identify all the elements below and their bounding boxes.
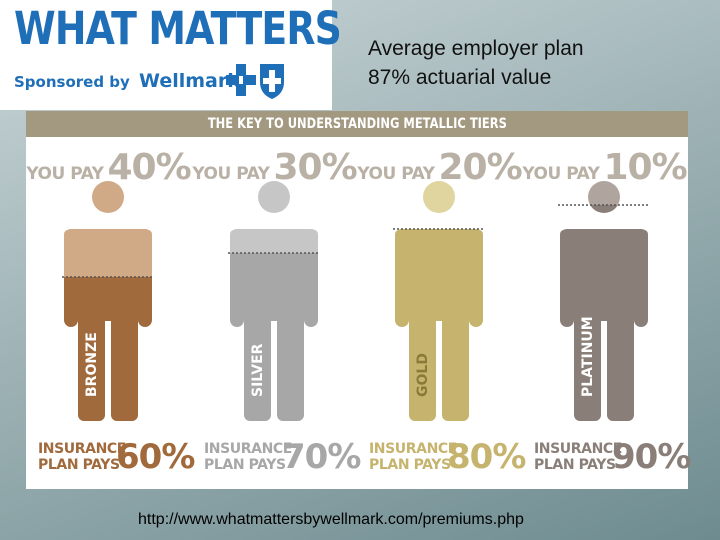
sponsor-line: Sponsored by Wellmark. (14, 70, 247, 92)
person-figure (228, 181, 320, 421)
tier-silver: YOU PAY 30% SILVER INSURANCE PLAN PAYS 70% (192, 111, 361, 489)
you-pay-label: YOU PAY (26, 164, 104, 184)
headline-line-1: Average employer plan (368, 37, 584, 60)
metallic-tiers-infographic: THE KEY TO UNDERSTANDING METALLIC TIERS … (26, 111, 691, 489)
plan-pays-label-line-1: INSURANCE (369, 441, 457, 457)
plan-pays-portion (64, 277, 152, 421)
tier-gold: YOU PAY 20% GOLD INSURANCE PLAN PAYS 80% (357, 111, 526, 489)
plan-pays-percent: 80% (447, 437, 526, 477)
you-pay-portion (64, 181, 152, 277)
logo-title: WHAT MATTERS (14, 2, 342, 55)
you-pay-percent: 40% (107, 147, 191, 188)
person-figure (62, 181, 154, 421)
tier-name: SILVER (250, 343, 266, 397)
sponsor-brand: Wellmark. (139, 70, 248, 92)
you-pay-label: YOU PAY (192, 164, 270, 184)
you-pay-portion (560, 181, 648, 205)
sponsor-logo: WHAT MATTERS Sponsored by Wellmark. (0, 0, 342, 110)
plan-pays-label: INSURANCE PLAN PAYS (38, 441, 126, 473)
you-pay-label: YOU PAY (357, 164, 435, 184)
infographic-title: THE KEY TO UNDERSTANDING METALLIC TIERS (26, 111, 688, 137)
tier-name: PLATINUM (580, 316, 596, 397)
you-pay-percent: 30% (273, 147, 357, 188)
you-pay-portion (395, 181, 483, 229)
headline: Average employer plan 87% actuarial valu… (368, 34, 584, 92)
plan-pays-percent: 90% (612, 437, 691, 477)
plan-pays-label-line-2: PLAN PAYS (534, 457, 616, 473)
tier-platinum: YOU PAY 10% PLATINUM INSURANCE PLAN PAYS 90% (522, 111, 691, 489)
person-figure (558, 181, 650, 421)
plan-pays-label-line-2: PLAN PAYS (204, 457, 286, 473)
plan-pays-label-line-1: INSURANCE (534, 441, 622, 457)
sponsor-prefix: Sponsored by (14, 73, 130, 91)
you-pay-percent: 20% (438, 147, 522, 188)
plan-pays-label-line-1: INSURANCE (204, 441, 292, 457)
plan-pays-percent: 70% (282, 437, 361, 477)
plan-pays-label-line-2: PLAN PAYS (38, 457, 120, 473)
plan-pays-portion (560, 205, 648, 421)
you-pay-row: YOU PAY 40% (26, 147, 191, 188)
source-url: http://www.whatmattersbywellmark.com/pre… (138, 511, 524, 528)
you-pay-portion (230, 181, 318, 253)
headline-line-2: 87% actuarial value (368, 66, 552, 89)
plan-pays-label: INSURANCE PLAN PAYS (369, 441, 457, 473)
you-pay-row: YOU PAY 20% (357, 147, 522, 188)
plan-pays-label-line-1: INSURANCE (38, 441, 126, 457)
plan-pays-portion (230, 253, 318, 421)
you-pay-label: YOU PAY (522, 164, 600, 184)
person-figure (393, 181, 485, 421)
plan-pays-label-line-2: PLAN PAYS (369, 457, 451, 473)
tier-name: BRONZE (84, 332, 100, 397)
plan-pays-label: INSURANCE PLAN PAYS (534, 441, 622, 473)
plan-pays-percent: 60% (116, 437, 195, 477)
tier-bronze: YOU PAY 40% BRONZE INSURANCE PLAN PAYS 60% (26, 111, 195, 489)
infographic-title-text: THE KEY TO UNDERSTANDING METALLIC TIERS (207, 116, 507, 132)
plan-pays-label: INSURANCE PLAN PAYS (204, 441, 292, 473)
plan-pays-portion (395, 229, 483, 421)
blue-cross-blue-shield-icon (226, 64, 284, 99)
you-pay-row: YOU PAY 10% (522, 147, 687, 188)
you-pay-row: YOU PAY 30% (192, 147, 357, 188)
you-pay-percent: 10% (603, 147, 687, 188)
tier-name: GOLD (415, 353, 431, 397)
